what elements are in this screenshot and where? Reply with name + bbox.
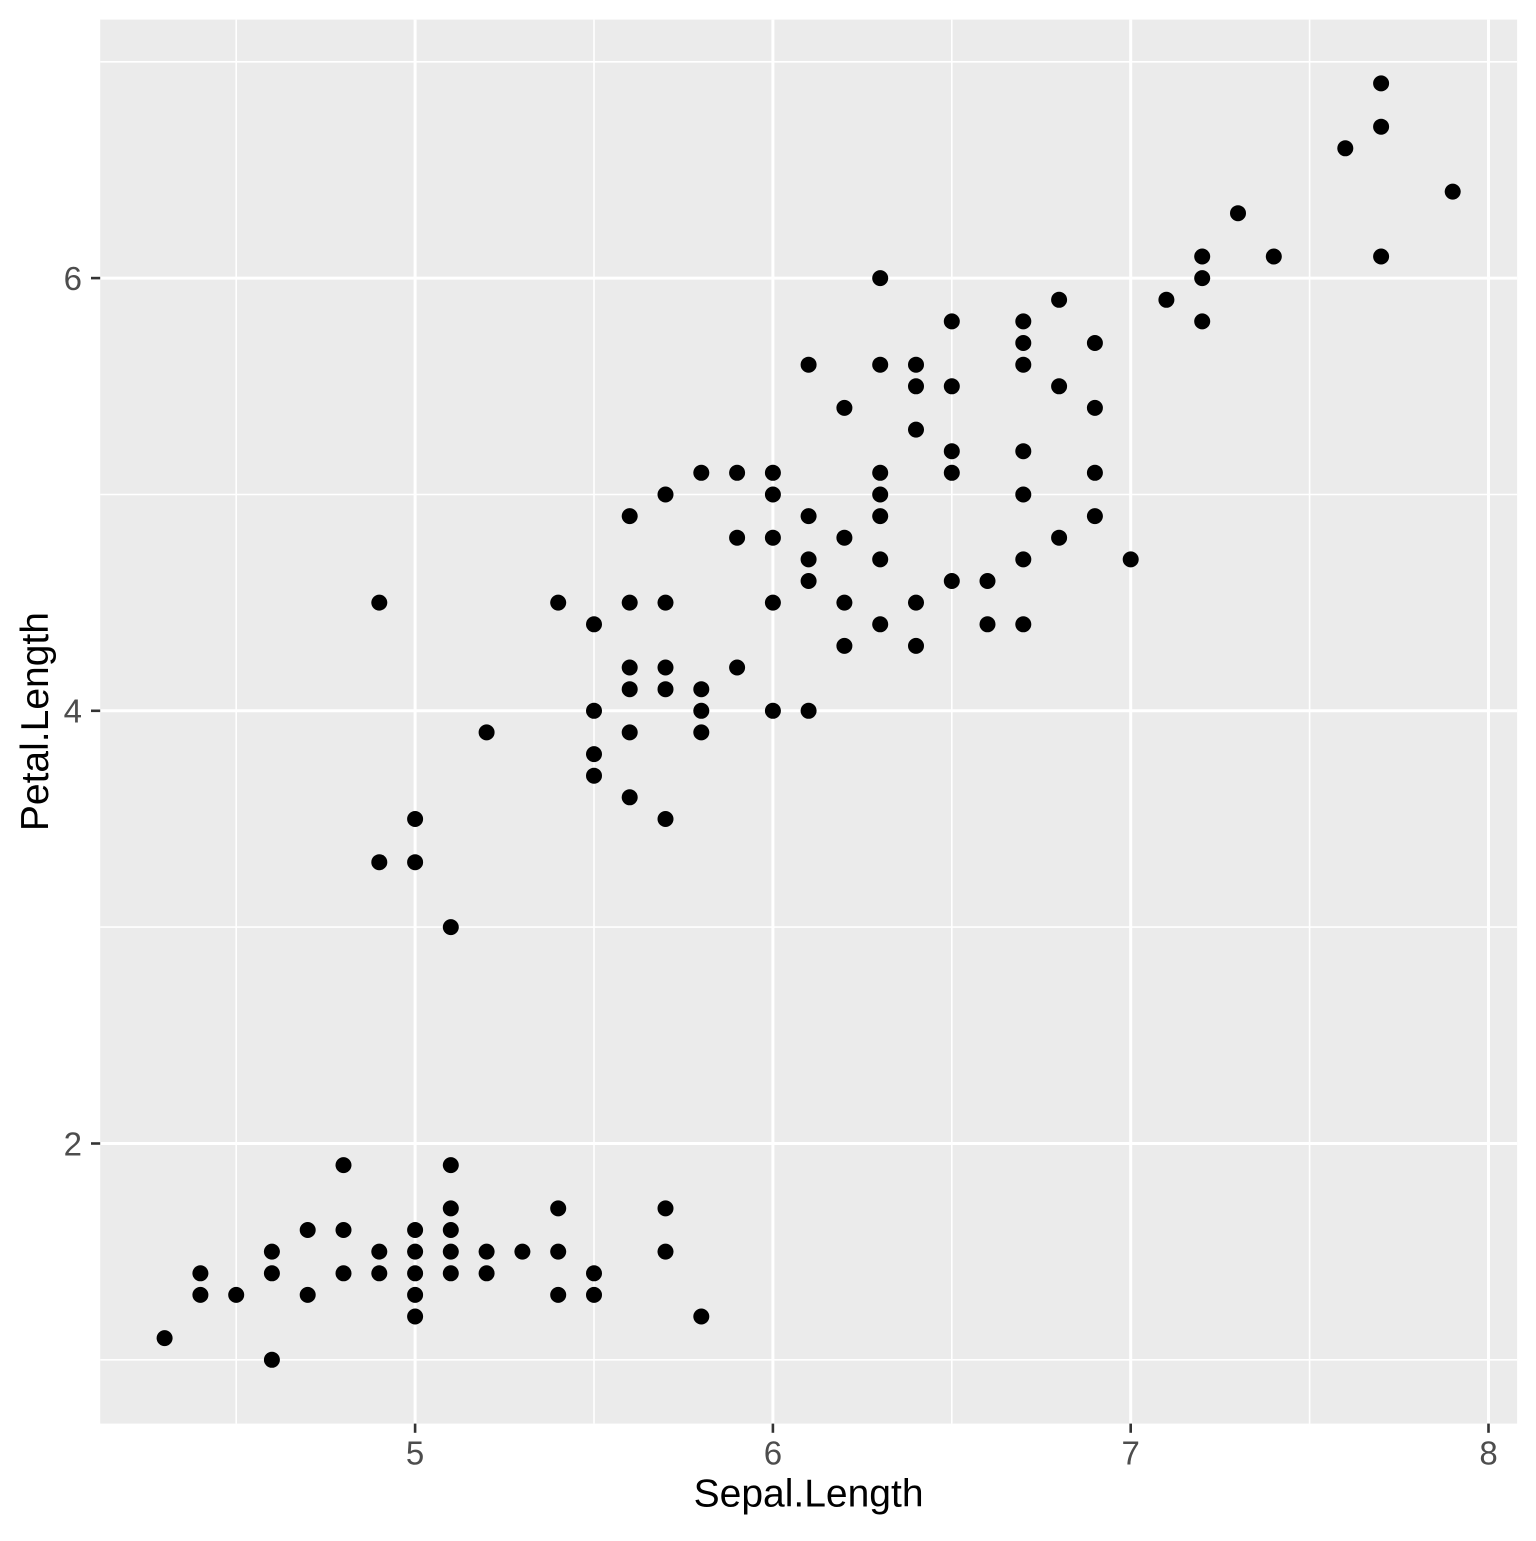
svg-text:Petal.Length: Petal.Length: [14, 612, 57, 831]
svg-text:Sepal.Length: Sepal.Length: [694, 1472, 924, 1515]
svg-text:8: 8: [1479, 1435, 1497, 1472]
svg-text:2: 2: [64, 1125, 82, 1162]
svg-text:7: 7: [1122, 1435, 1140, 1472]
svg-text:5: 5: [406, 1435, 424, 1472]
svg-text:4: 4: [64, 693, 82, 730]
svg-text:6: 6: [764, 1435, 782, 1472]
svg-text:6: 6: [64, 260, 82, 297]
